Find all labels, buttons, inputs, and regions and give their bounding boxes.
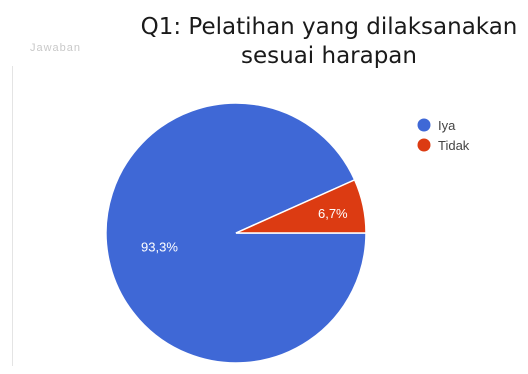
data-label-iya: 93,3%	[141, 240, 178, 255]
legend-label-iya: Iya	[438, 118, 456, 133]
chart-legend: Iya Tidak	[417, 118, 470, 153]
data-label-tidak: 6,7%	[318, 206, 348, 221]
legend-marker-iya	[417, 118, 431, 132]
legend-marker-tidak	[417, 138, 431, 152]
pie-slice-iya	[105, 102, 367, 364]
faded-header-text: Jawaban	[30, 42, 82, 52]
pie-slice-tidak	[235, 178, 367, 234]
left-border-line	[12, 66, 13, 366]
chart-title-line-2: sesuai harapan	[241, 43, 417, 69]
pie-data-labels: 93,3% 6,7%	[141, 206, 348, 254]
pie-slices	[105, 102, 367, 364]
chart-title-line-1: Q1: Pelatihan yang dilaksanakan	[140, 14, 518, 40]
legend-label-tidak: Tidak	[438, 138, 470, 153]
